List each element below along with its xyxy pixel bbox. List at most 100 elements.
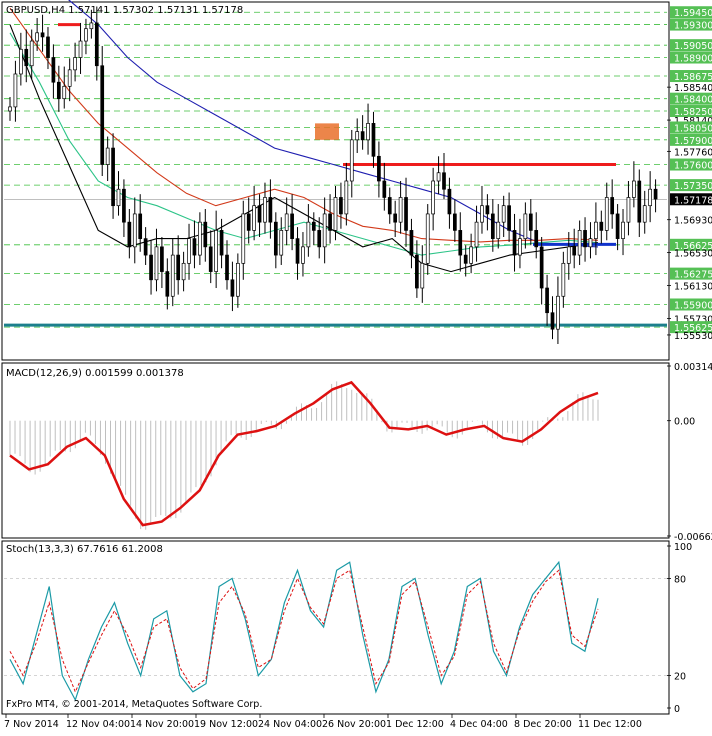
- candle-body: [420, 262, 425, 289]
- candle-body: [360, 131, 365, 141]
- candle-body: [290, 213, 294, 239]
- candle-body: [208, 246, 213, 272]
- candle-body: [100, 65, 105, 165]
- candle-body: [143, 238, 148, 256]
- price-label-bg: [670, 121, 712, 134]
- current-price-label: 1.57178: [674, 195, 712, 206]
- candle-body: [349, 139, 354, 182]
- candle-body: [550, 312, 555, 330]
- x-tick-label: 8 Dec 20:00: [514, 719, 572, 730]
- candle-body: [626, 197, 631, 223]
- candle-body: [116, 188, 121, 207]
- price-label: 1.55900: [674, 300, 712, 311]
- candle-body: [132, 213, 137, 248]
- candle-body: [561, 262, 566, 297]
- candle-body: [165, 271, 170, 297]
- candle-body: [453, 213, 457, 231]
- candle-body: [339, 197, 343, 215]
- candle-body: [268, 197, 273, 223]
- candle-body: [496, 221, 501, 239]
- candle-body: [485, 205, 490, 215]
- stoch-panel: [1, 540, 670, 715]
- price-label-bg: [670, 39, 712, 52]
- candle-body: [415, 254, 419, 289]
- x-tick-label: 26 Nov 20:00: [322, 719, 386, 730]
- candle-body: [588, 238, 593, 248]
- x-tick-label: 19 Nov 12:00: [194, 719, 258, 730]
- candle-body: [425, 213, 430, 264]
- candle-body: [447, 188, 452, 215]
- candle-body: [24, 48, 29, 67]
- x-tick-label: 24 Nov 04:00: [258, 719, 322, 730]
- candle-body: [160, 246, 164, 272]
- x-tick-label: 12 Nov 04:00: [66, 719, 130, 730]
- candle-body: [73, 57, 77, 71]
- candle-body: [40, 32, 45, 38]
- price-label: 1.55530: [674, 331, 712, 342]
- candle-body: [67, 69, 72, 87]
- highlight-box: [315, 123, 339, 140]
- candle-body: [653, 188, 658, 200]
- candle-body: [490, 213, 495, 239]
- candle-body: [528, 213, 533, 231]
- price-label: 1.56130: [674, 282, 712, 293]
- candle-body: [398, 197, 403, 223]
- candle-body: [241, 213, 246, 264]
- candle-body: [198, 221, 202, 256]
- candle-body: [111, 147, 115, 207]
- candle-body: [35, 32, 39, 42]
- price-label: 1.57900: [674, 136, 712, 147]
- price-label-bg: [670, 6, 712, 19]
- macd-indicator: 0.003144 0.00 -0.006627: [9, 362, 712, 543]
- candle-body: [94, 22, 99, 67]
- price-label-bg: [670, 92, 712, 105]
- price-label: 1.57760: [674, 147, 712, 158]
- x-tick-label: 4 Dec 04:00: [450, 719, 508, 730]
- candle-body: [474, 221, 479, 248]
- candle-body: [181, 262, 186, 281]
- candle-body: [317, 230, 322, 248]
- candle-body: [458, 230, 463, 256]
- candle-body: [138, 213, 143, 239]
- price-label: 1.56930: [674, 216, 712, 227]
- candle-body: [545, 287, 549, 314]
- candle-body: [507, 205, 511, 231]
- candle-body: [322, 213, 327, 248]
- candle-body: [442, 172, 446, 190]
- candle-body: [56, 81, 61, 100]
- candle-body: [463, 254, 468, 264]
- candle-body: [51, 57, 56, 83]
- candle-body: [84, 28, 88, 42]
- macd-signal-line: [9, 380, 599, 527]
- candle-body: [572, 246, 577, 256]
- candle-body: [19, 48, 23, 75]
- candle-body: [46, 36, 50, 58]
- sma-fast-line: [9, 32, 599, 256]
- candle-body: [236, 262, 240, 297]
- stochastic-indicator: 100 80 20 0: [4, 542, 692, 715]
- candle-body: [469, 246, 473, 264]
- macd-y-label: 0.003144: [674, 362, 712, 373]
- candle-body: [366, 123, 370, 141]
- price-label-bg: [670, 238, 712, 251]
- price-label-bg: [670, 51, 712, 64]
- chart-header: GBPUSD,H4 1.57141 1.57302 1.57131 1.5717…: [6, 5, 243, 16]
- candle-body: [642, 205, 647, 223]
- price-label: 1.56625: [674, 241, 712, 252]
- candle-body: [176, 254, 181, 281]
- sma-mid-line: [9, 7, 599, 243]
- price-label-bg: [670, 179, 712, 192]
- x-tick-label: 14 Nov 20:00: [130, 719, 194, 730]
- candle-body: [214, 230, 218, 272]
- candle-body: [377, 155, 381, 182]
- candle-body: [604, 197, 609, 231]
- candle-body: [534, 230, 539, 248]
- candle-body: [230, 279, 235, 297]
- candle-body: [409, 230, 414, 256]
- price-label: 1.59450: [674, 8, 712, 19]
- price-label-bg: [670, 321, 712, 334]
- macd-panel: [1, 362, 670, 539]
- sma-black-line: [9, 24, 599, 273]
